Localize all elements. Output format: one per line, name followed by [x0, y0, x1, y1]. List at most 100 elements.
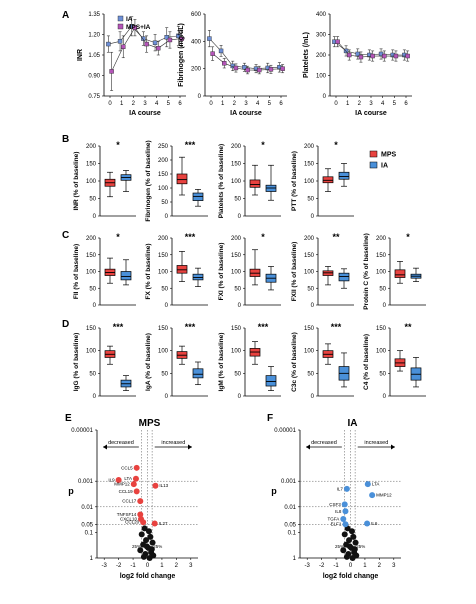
- data-point: [207, 36, 212, 41]
- significance-mark: ***: [185, 140, 196, 150]
- box-ia: [192, 273, 204, 281]
- data-point: [210, 51, 215, 56]
- y-tick-label: 50: [379, 371, 386, 377]
- nonsignificant-point: [146, 555, 153, 561]
- significant-point: [151, 520, 158, 527]
- y-tick-label: 0.001: [78, 479, 94, 485]
- y-tick-label: 0: [238, 394, 242, 400]
- y-tick-label: 150: [86, 326, 97, 332]
- point-label: CCL17: [122, 499, 137, 504]
- y-tick-label: 1.20: [88, 33, 100, 39]
- x-tick-label: 0: [209, 101, 213, 107]
- y-tick-label: 100: [86, 349, 97, 355]
- data-point: [233, 65, 239, 71]
- significant-point: [152, 482, 159, 489]
- significance-mark: *: [261, 232, 265, 242]
- data-point: [121, 44, 126, 49]
- y-tick-label: 0: [311, 303, 315, 309]
- significance-mark: ***: [185, 232, 196, 242]
- nonsignificant-point: [140, 553, 147, 560]
- data-point: [106, 41, 111, 47]
- point-label: CSF3: [329, 502, 341, 507]
- box-mps: [394, 269, 406, 278]
- x-tick-label: 5: [393, 101, 397, 107]
- data-point: [280, 66, 285, 71]
- data-point: [405, 53, 410, 59]
- point-label: CCL5: [121, 465, 133, 470]
- point-label: IL7: [337, 486, 344, 491]
- data-point: [218, 48, 224, 54]
- significance-mark: *: [406, 232, 410, 242]
- box-mps: [322, 176, 334, 184]
- y-tick-label: 50: [307, 371, 314, 377]
- y-axis-label: Fibrinogen (mg/dL): [178, 23, 185, 87]
- x-tick-label: 1: [120, 101, 124, 107]
- y-tick-label: 0.05: [284, 523, 296, 529]
- box-mps: [176, 173, 188, 185]
- y-tick-label: 100: [86, 179, 97, 185]
- y-tick-label: 100: [158, 270, 169, 276]
- x-tick-label: 2: [358, 101, 362, 107]
- nonsignificant-point: [346, 537, 353, 544]
- y-tick-label: 100: [304, 270, 315, 276]
- significant-point: [133, 464, 140, 471]
- y-tick-label: 0: [165, 394, 169, 400]
- data-point: [355, 51, 360, 57]
- y-tick-label: 0: [93, 303, 97, 309]
- y-tick-label: 150: [86, 253, 97, 259]
- nonsignificant-point: [145, 528, 152, 535]
- y-tick-label: 50: [234, 371, 241, 377]
- significance-mark: *: [116, 232, 120, 242]
- arrow-head: [306, 444, 310, 450]
- data-point: [156, 45, 161, 51]
- box-ia: [192, 368, 204, 379]
- y-tick-label: 200: [231, 236, 242, 242]
- y-tick-label: 100: [304, 349, 315, 355]
- y-tick-label: 150: [158, 172, 169, 178]
- y-tick-label: 150: [304, 253, 315, 259]
- point-label: CXCL10: [120, 517, 138, 522]
- point-label: TNFSF14: [117, 512, 137, 517]
- x-tick-label: -2: [319, 563, 325, 569]
- significant-point: [342, 521, 349, 528]
- y-tick-label: 1.35: [88, 12, 100, 18]
- legend-swatch-MPS-IA: [117, 23, 124, 30]
- y-tick-label: 200: [316, 53, 327, 59]
- point-label: IL8: [335, 509, 342, 514]
- x-tick-label: -3: [305, 563, 311, 569]
- arrow-head: [188, 444, 192, 450]
- data-point: [268, 67, 274, 72]
- y-tick-label: 0.05: [81, 523, 93, 529]
- y-tick-label: 400: [191, 39, 202, 45]
- nonsignificant-point: [348, 528, 355, 535]
- y-tick-label: 200: [304, 236, 315, 242]
- x-tick-label: -3: [102, 563, 108, 569]
- y-axis-label: FXI (% of baseline): [218, 243, 225, 301]
- y-tick-label: 200: [231, 144, 242, 150]
- x-tick-label: 4: [155, 101, 159, 107]
- y-axis-label: IgA (% of baseline): [145, 333, 152, 391]
- point-label: LTA: [372, 482, 380, 487]
- data-point: [179, 36, 184, 41]
- y-tick-label: 50: [234, 286, 241, 292]
- point-label: IL13: [159, 483, 168, 488]
- significant-point: [137, 511, 144, 518]
- y-tick-label: 0.01: [81, 505, 93, 511]
- y-tick-label: 50: [89, 286, 96, 292]
- data-point: [358, 54, 364, 60]
- y-tick-label: 0: [323, 94, 327, 100]
- y-tick-label: 150: [376, 253, 387, 259]
- arrow-label: decreased: [311, 440, 337, 446]
- y-axis-label: PTT (% of baseline): [291, 151, 298, 211]
- y-tick-label: 250: [158, 144, 169, 150]
- panel-letter-C: C: [62, 230, 69, 241]
- y-tick-label: 0: [383, 303, 387, 309]
- y-tick-label: 0: [93, 214, 97, 220]
- y-tick-label: 1: [90, 556, 94, 562]
- nonsignificant-point: [351, 546, 358, 553]
- data-point: [335, 39, 340, 44]
- y-tick-label: 150: [376, 326, 387, 332]
- data-point: [382, 53, 387, 59]
- legend-label: MPS+IA: [126, 24, 151, 31]
- y-axis-label: INR (% of baseline): [73, 152, 80, 211]
